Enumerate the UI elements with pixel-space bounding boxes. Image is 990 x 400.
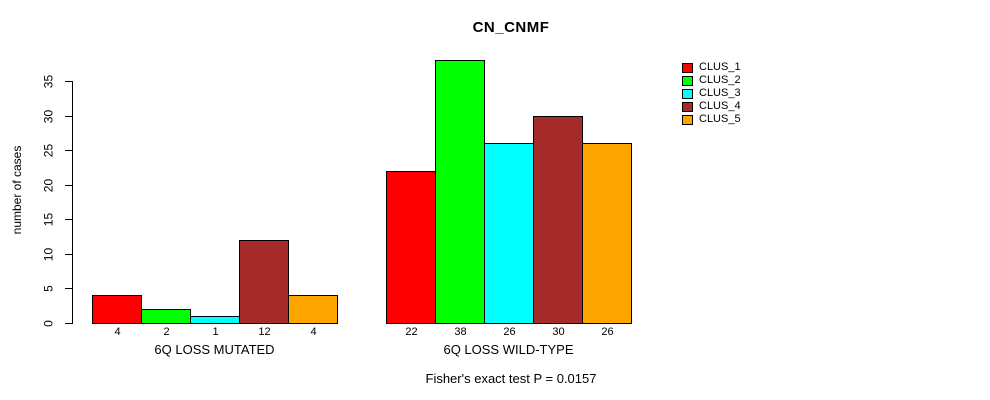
legend-item-clus_1: CLUS_1: [682, 61, 741, 74]
y-axis-tick: [65, 254, 72, 255]
category-label: 6Q LOSS WILD-TYPE: [443, 342, 574, 357]
legend-label: CLUS_5: [699, 113, 741, 125]
y-axis-tick-label: 35: [41, 74, 56, 89]
y-axis-tick: [65, 116, 72, 117]
bar-clus_4: [533, 116, 583, 324]
bar-value-label: 2: [163, 326, 170, 338]
y-axis-tick-label: 0: [41, 320, 56, 327]
y-axis-tick: [65, 150, 72, 151]
legend-label: CLUS_3: [699, 87, 741, 99]
bar-clus_2: [435, 60, 485, 324]
bar-clus_3: [484, 143, 534, 324]
y-axis-tick: [65, 81, 72, 82]
y-axis-tick-label: 5: [41, 285, 56, 292]
y-axis-tick: [65, 288, 72, 289]
y-axis-tick: [65, 185, 72, 186]
y-axis-tick: [65, 219, 72, 220]
bar-clus_1: [386, 171, 436, 324]
legend-swatch-icon: [682, 101, 693, 112]
bar-value-label: 38: [454, 326, 467, 338]
bar-clus_4: [239, 240, 289, 324]
legend-label: CLUS_1: [699, 61, 741, 73]
category-label: 6Q LOSS MUTATED: [154, 342, 275, 357]
legend: CLUS_1 CLUS_2 CLUS_3 CLUS_4 CLUS_5: [682, 61, 741, 126]
bar-value-label: 26: [503, 326, 516, 338]
bar-value-label: 4: [310, 326, 317, 338]
bar-clus_2: [141, 309, 191, 324]
legend-item-clus_3: CLUS_3: [682, 87, 741, 100]
bar-value-label: 1: [212, 326, 219, 338]
legend-swatch-icon: [682, 62, 693, 73]
y-axis-tick-label: 30: [41, 109, 56, 124]
bar-value-label: 12: [258, 326, 271, 338]
y-axis-tick-label: 15: [41, 212, 56, 227]
legend-swatch-icon: [682, 114, 693, 125]
chart-title: CN_CNMF: [472, 19, 550, 36]
legend-item-clus_5: CLUS_5: [682, 113, 741, 126]
legend-item-clus_2: CLUS_2: [682, 74, 741, 87]
bar-clus_1: [92, 295, 142, 324]
bar-value-label: 30: [552, 326, 565, 338]
bar-clus_5: [288, 295, 338, 324]
bar-clus_5: [582, 143, 632, 324]
legend-item-clus_4: CLUS_4: [682, 100, 741, 113]
legend-label: CLUS_2: [699, 74, 741, 86]
bar-value-label: 4: [114, 326, 121, 338]
fisher-test-note: Fisher's exact test P = 0.0157: [425, 371, 597, 386]
y-axis-tick-label: 10: [41, 247, 56, 262]
legend-swatch-icon: [682, 88, 693, 99]
bar-value-label: 26: [601, 326, 614, 338]
y-axis-tick-label: 20: [41, 178, 56, 193]
legend-swatch-icon: [682, 75, 693, 86]
y-axis-line: [72, 81, 73, 324]
y-axis-tick: [65, 323, 72, 324]
bar-clus_3: [190, 316, 240, 324]
bar-value-label: 22: [405, 326, 418, 338]
y-axis-tick-label: 25: [41, 143, 56, 158]
y-axis-label: number of cases: [10, 145, 24, 235]
legend-label: CLUS_4: [699, 100, 741, 112]
